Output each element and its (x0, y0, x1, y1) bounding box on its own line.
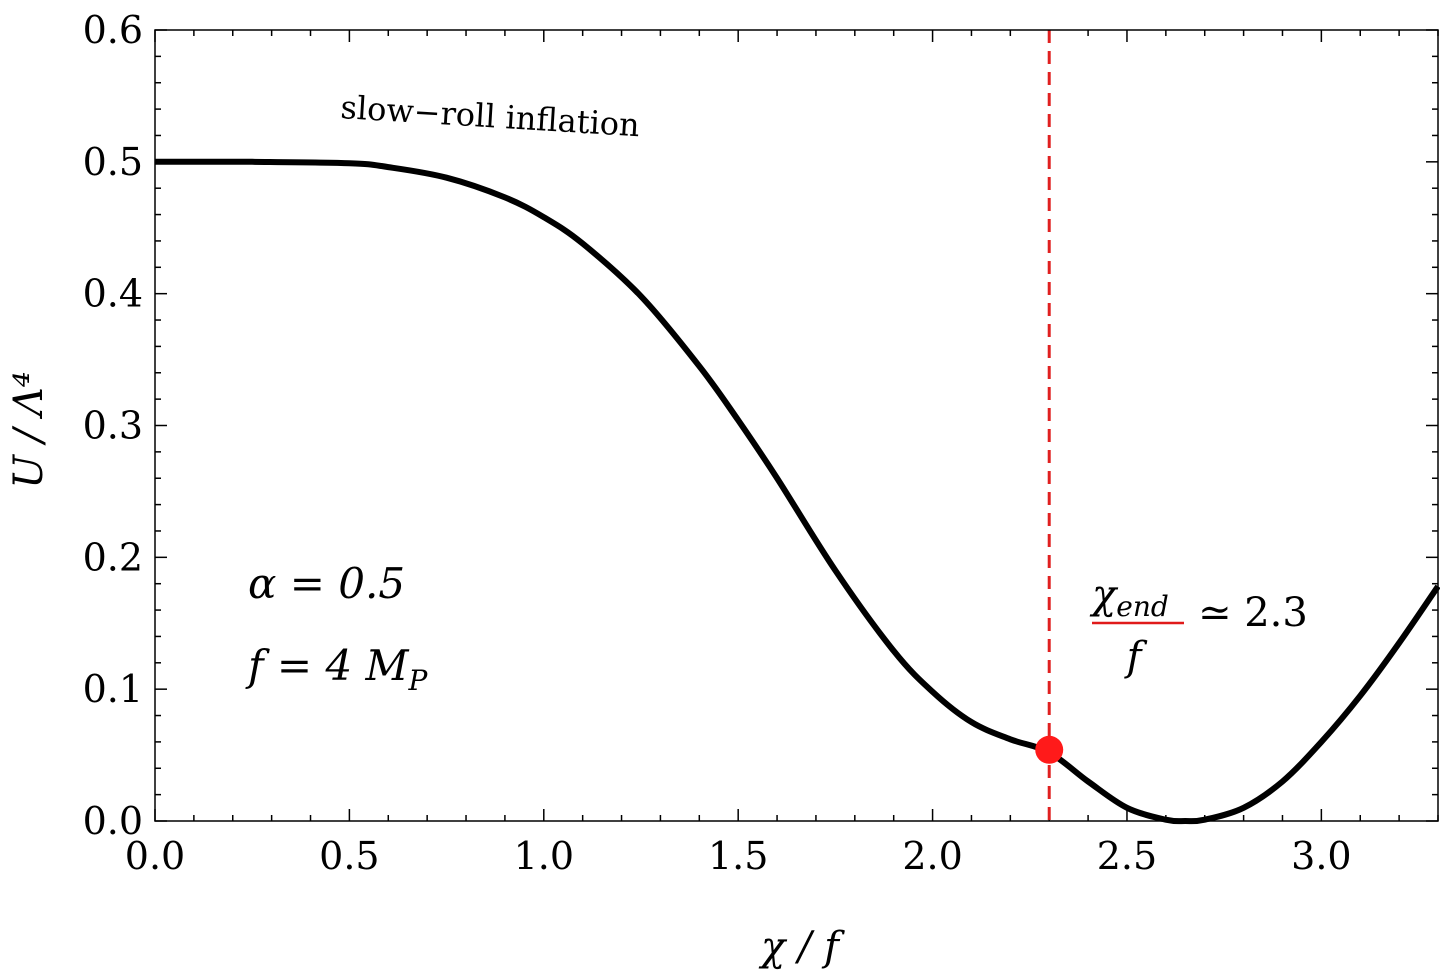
x-tick-label: 3.0 (1291, 834, 1351, 878)
x-tick-label: 0.5 (319, 834, 379, 878)
axis-ticks (154, 29, 1439, 822)
chi-symbol: χ (1089, 572, 1119, 618)
y-tick-label: 0.4 (83, 272, 143, 316)
chi-end-subscript: end (1116, 590, 1169, 623)
chi-end-denominator: f (1124, 634, 1148, 680)
y-axis-label: U / Λ⁴ (6, 371, 52, 489)
f-parameter-label: f = 4 MP (245, 641, 429, 697)
plot-frame (154, 29, 1439, 822)
x-tick-label: 0.0 (125, 834, 185, 878)
y-tick-label: 0.6 (83, 8, 143, 52)
tick-labels: 0.0 0.5 1.0 1.5 2.0 2.5 3.0 0.0 0.1 0.2 0.3 0.4 0.5 0… (83, 8, 1352, 878)
slow-roll-annotation: slow−roll inflation (340, 88, 641, 144)
y-tick-label: 0.3 (83, 404, 143, 448)
y-tick-label: 0.1 (83, 667, 143, 711)
y-tick-label: 0.0 (83, 799, 143, 843)
chi-end-numerator: χend (1089, 572, 1169, 623)
potential-curve (154, 158, 1440, 825)
y-tick-label: 0.5 (83, 140, 143, 184)
x-tick-label: 2.5 (1097, 834, 1157, 878)
x-tick-label: 2.0 (902, 834, 962, 878)
chi-end-annotation: χend f ≃ 2.3 (1089, 572, 1308, 680)
x-tick-label: 1.5 (708, 834, 768, 878)
f-parameter-text: f = 4 M (245, 641, 410, 690)
f-parameter-subscript: P (408, 664, 429, 697)
chi-end-marker (1035, 735, 1064, 764)
x-tick-label: 1.0 (514, 834, 574, 878)
y-tick-label: 0.2 (83, 535, 143, 579)
alpha-parameter-label: α = 0.5 (248, 559, 405, 608)
x-axis-label: χ / f (758, 924, 845, 970)
chi-end-value: ≃ 2.3 (1198, 590, 1308, 636)
